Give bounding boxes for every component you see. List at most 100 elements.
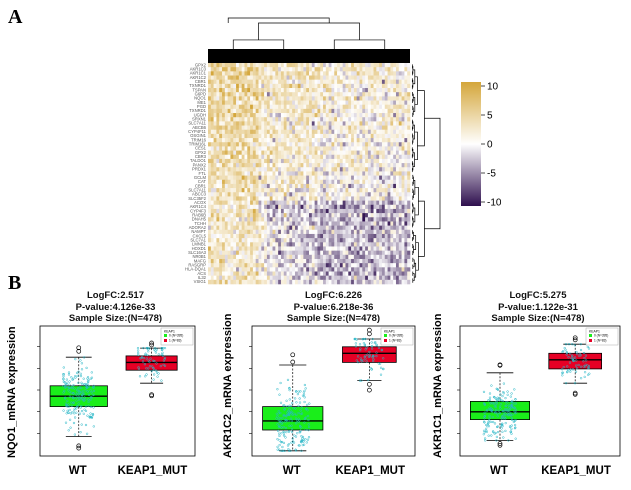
heatmap-cell bbox=[219, 275, 223, 281]
heatmap-cell bbox=[261, 279, 265, 285]
heatmap-cell bbox=[244, 217, 248, 222]
heatmap-cell bbox=[278, 254, 282, 260]
heatmap-cell bbox=[337, 275, 341, 281]
heatmap-cell bbox=[213, 167, 217, 172]
heatmap-cell bbox=[219, 229, 223, 235]
heatmap-cell bbox=[303, 246, 307, 251]
heatmap-cell bbox=[233, 104, 237, 110]
heatmap-cell bbox=[306, 158, 310, 164]
heatmap-cell bbox=[373, 75, 377, 80]
heatmap-cell bbox=[300, 221, 304, 226]
heatmap-cell bbox=[334, 204, 338, 210]
heatmap-cell bbox=[278, 92, 282, 97]
heatmap-cell bbox=[351, 146, 355, 151]
heatmap-cell bbox=[286, 242, 290, 247]
heatmap-cell bbox=[398, 175, 402, 181]
heatmap-cell bbox=[278, 225, 282, 231]
heatmap-cell bbox=[370, 204, 374, 210]
heatmap-cell bbox=[250, 75, 254, 80]
data-point bbox=[276, 448, 279, 451]
heatmap-cell bbox=[280, 254, 285, 260]
heatmap-cell bbox=[337, 225, 341, 231]
heatmap-cell bbox=[325, 154, 329, 160]
heatmap-cell bbox=[278, 217, 282, 222]
heatmap-cell bbox=[379, 192, 383, 197]
heatmap-cell bbox=[297, 263, 301, 268]
heatmap-cell bbox=[210, 146, 214, 151]
heatmap-cell bbox=[244, 250, 248, 256]
heatmap-cell bbox=[370, 100, 374, 105]
heatmap-cell bbox=[373, 179, 377, 185]
heatmap-cell bbox=[345, 204, 349, 210]
data-point bbox=[71, 386, 74, 390]
heatmap-cell bbox=[348, 92, 352, 97]
heatmap-cell bbox=[376, 125, 380, 131]
heatmap-cell bbox=[272, 221, 276, 226]
heatmap-cell bbox=[407, 154, 411, 160]
data-point bbox=[502, 413, 506, 416]
heatmap-cell bbox=[294, 217, 299, 222]
heatmap-cell bbox=[320, 263, 324, 268]
data-point bbox=[302, 391, 306, 394]
heatmap-cell bbox=[289, 171, 293, 176]
heatmap-cell bbox=[323, 225, 327, 231]
heatmap-cell bbox=[258, 129, 262, 135]
heatmap-cell bbox=[230, 167, 234, 172]
heatmap-cell bbox=[210, 83, 214, 89]
heatmap-cell bbox=[356, 79, 360, 85]
heatmap-cell bbox=[401, 175, 405, 181]
heatmap-cell bbox=[219, 238, 223, 243]
heatmap-cell bbox=[219, 100, 223, 105]
heatmap-cell bbox=[272, 196, 276, 201]
heatmap-cell bbox=[278, 125, 282, 131]
heatmap-cell bbox=[208, 167, 212, 172]
heatmap-cell bbox=[280, 263, 285, 268]
data-point bbox=[298, 431, 302, 434]
heatmap-cell bbox=[227, 154, 231, 160]
heatmap-cell bbox=[359, 142, 363, 147]
data-point bbox=[298, 444, 301, 447]
heatmap-cell bbox=[325, 183, 329, 189]
heatmap-cell bbox=[387, 138, 391, 143]
heatmap-cell bbox=[314, 129, 318, 135]
heatmap-cell bbox=[292, 92, 296, 97]
boxplot-title: LogFC:5.275 P-value:1.122e-31 Sample Size:… bbox=[458, 290, 618, 325]
data-point bbox=[514, 426, 517, 429]
data-point bbox=[74, 374, 77, 378]
heatmap-cell bbox=[297, 67, 301, 72]
data-point bbox=[87, 385, 90, 388]
heatmap-cell bbox=[365, 171, 369, 176]
heatmap-cell bbox=[362, 79, 366, 85]
heatmap-cell bbox=[398, 129, 402, 135]
heatmap-cell bbox=[264, 79, 268, 85]
heatmap-cell bbox=[210, 88, 214, 93]
heatmap-cell bbox=[258, 196, 262, 201]
heatmap-cell bbox=[294, 117, 299, 122]
heatmap-cell bbox=[317, 183, 321, 189]
heatmap-cell bbox=[238, 88, 242, 93]
heatmap-cell bbox=[320, 267, 324, 272]
heatmap-cell bbox=[224, 183, 228, 189]
heatmap-cell bbox=[351, 183, 355, 189]
data-point bbox=[307, 418, 310, 422]
heatmap-cell bbox=[275, 246, 279, 251]
heatmap-cell bbox=[289, 158, 293, 164]
heatmap-cell bbox=[238, 192, 242, 197]
heatmap-cell bbox=[323, 196, 327, 201]
heatmap-cell bbox=[213, 67, 217, 72]
outlier-point bbox=[290, 352, 296, 358]
heatmap-cell bbox=[356, 113, 360, 118]
heatmap-cell bbox=[269, 163, 273, 168]
heatmap-cell bbox=[255, 175, 259, 181]
data-point bbox=[488, 414, 491, 418]
heatmap-cell bbox=[328, 258, 332, 264]
heatmap-cell bbox=[381, 200, 386, 206]
heatmap-cell bbox=[238, 117, 242, 122]
heatmap-cell bbox=[339, 75, 343, 80]
heatmap-cell bbox=[233, 92, 237, 97]
heatmap-cell bbox=[365, 125, 369, 131]
heatmap-cell bbox=[261, 133, 265, 139]
heatmap-cell bbox=[269, 171, 273, 176]
heatmap-cell bbox=[331, 275, 335, 281]
row-label: CAT bbox=[198, 179, 207, 184]
